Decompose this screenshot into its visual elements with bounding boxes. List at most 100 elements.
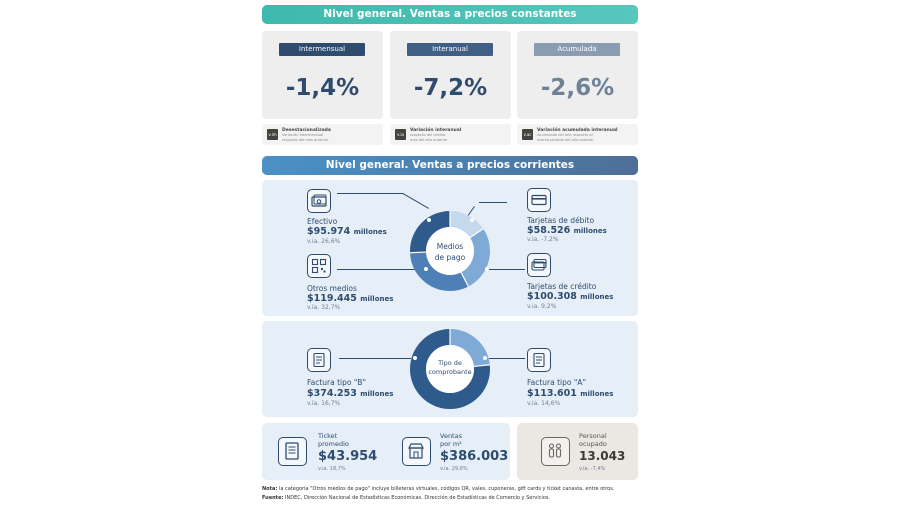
- center-line: Tipo de: [438, 359, 462, 367]
- cash-icon: [307, 189, 331, 213]
- panel-ticket-ventas: Ticket promedio $43.954 v.ia. 18,7% Vent…: [262, 423, 510, 480]
- center-line: Medios: [436, 242, 464, 251]
- kpi-value: -2,6%: [540, 75, 615, 101]
- marker-dot: [470, 218, 474, 222]
- factura-b-amount: $374.253 millones: [307, 388, 394, 399]
- banner-precios-constantes: Nivel general. Ventas a precios constant…: [262, 5, 638, 24]
- ventas-m2-label: Ventas: [440, 432, 462, 440]
- note-line: respecto del mes anterior: [282, 137, 329, 142]
- ventas-m2-label: por m²: [440, 440, 462, 448]
- debito-variation: v.ia. -7,2%: [527, 236, 559, 243]
- debito-label: Tarjetas de débito: [527, 216, 595, 225]
- note-line: respecto del mismo: [410, 133, 446, 137]
- banner-precios-corrientes: Nivel general. Ventas a precios corrient…: [262, 156, 638, 175]
- note-line: Variación intermensual: [282, 133, 324, 137]
- credito-label: Tarjetas de crédito: [527, 282, 597, 291]
- receipt-icon: [278, 437, 307, 466]
- credit-card-icon: [527, 253, 551, 277]
- kpi-acumulada: Acumulada -2,6%: [517, 31, 638, 119]
- invoice-b-icon: [307, 348, 331, 372]
- connector-line: [339, 358, 411, 359]
- note-interanual: v.ia Variación interanual respecto del m…: [390, 124, 511, 145]
- factura-b-variation: v.ia. 16,7%: [307, 400, 341, 407]
- connector-line: [337, 193, 403, 194]
- connector-line: [337, 269, 425, 270]
- note-intermensual: v.im Desestacionalizada Variación interm…: [262, 124, 383, 145]
- tipo-de-comprobante-donut: [410, 329, 490, 409]
- donut-separator: [410, 251, 427, 254]
- kpi-pill: Interanual: [407, 43, 493, 56]
- kpi-pill: Intermensual: [279, 43, 365, 56]
- marker-dot: [483, 356, 487, 360]
- ticket-variation: v.ia. 18,7%: [318, 466, 346, 472]
- marker-dot: [413, 356, 417, 360]
- otros-medios-variation: v.ia. 32,7%: [307, 304, 341, 311]
- marker-dot: [424, 267, 428, 271]
- marker-dot: [485, 267, 489, 271]
- note-line: mes del año anterior: [410, 137, 448, 142]
- donut-center-label: Medios de pago: [425, 241, 475, 263]
- invoice-a-icon: [527, 348, 551, 372]
- note-line: Variación interanual: [410, 128, 462, 133]
- otros-medios-amount: $119.445 millones: [307, 293, 394, 304]
- note-acumulada: v.ac Variación acumulada interanual Acum…: [517, 124, 638, 145]
- marker-dot: [427, 218, 431, 222]
- ventas-m2-amount: $386.003: [440, 449, 509, 464]
- ventas-m2-variation: v.ia. 29,6%: [440, 466, 468, 472]
- note-line: Acumulado del año respecto al: [537, 133, 593, 137]
- variation-icon: v.ia: [395, 129, 406, 140]
- personal-amount: 13.043: [579, 449, 626, 463]
- donut-slice: [410, 211, 490, 291]
- donut-center-label: Tipo de comprobante: [420, 359, 480, 377]
- ticket-label: Ticket: [318, 432, 338, 440]
- panel-tipo-de-comprobante: Tipo de comprobante Factura tipo "B" $37…: [262, 321, 638, 417]
- medios-de-pago-donut: [410, 211, 490, 291]
- people-icon: [541, 437, 570, 466]
- ticket-label: promedio: [318, 440, 349, 448]
- factura-a-variation: v.ia. 14,6%: [527, 400, 561, 407]
- donut-separator: [473, 364, 490, 368]
- center-line: de pago: [434, 253, 466, 262]
- center-line: comprobante: [428, 368, 472, 376]
- footnote-nota: Nota: la categoría "Otros medios de pago…: [262, 486, 615, 492]
- panel-personal-ocupado: Personal ocupado 13.043 v.ia. -7,4%: [517, 423, 638, 480]
- credito-variation: v.ia. 9,2%: [527, 303, 557, 310]
- debit-card-icon: [527, 188, 551, 212]
- variation-icon: v.im: [267, 129, 278, 140]
- credito-amount: $100.308 millones: [527, 291, 614, 302]
- kpi-intermensual: Intermensual -1,4%: [262, 31, 383, 119]
- store-icon: [402, 437, 431, 466]
- variation-icon: v.ac: [522, 129, 533, 140]
- donut-hole: [426, 345, 474, 393]
- efectivo-label: Efectivo: [307, 217, 338, 226]
- factura-a-amount: $113.601 millones: [527, 388, 614, 399]
- note-line: Variación acumulada interanual: [537, 128, 618, 133]
- donut-separator: [460, 272, 469, 287]
- note-line: Desestacionalizada: [282, 128, 331, 133]
- donut-slice: [410, 211, 490, 291]
- connector-line: [489, 269, 525, 270]
- kpi-value: -1,4%: [285, 75, 360, 101]
- factura-b-label: Factura tipo "B": [307, 378, 366, 387]
- personal-label: ocupado: [579, 440, 607, 448]
- donut-hole: [426, 227, 474, 275]
- ticket-amount: $43.954: [318, 449, 378, 464]
- connector-line: [402, 193, 429, 209]
- debito-amount: $58.526 millones: [527, 225, 607, 236]
- factura-a-label: Factura tipo "A": [527, 378, 586, 387]
- kpi-interanual: Interanual -7,2%: [390, 31, 511, 119]
- donut-separator: [469, 228, 484, 239]
- otros-medios-label: Otros medios: [307, 284, 357, 293]
- efectivo-variation: v.ia. 26,6%: [307, 238, 341, 245]
- qr-code-icon: [307, 254, 331, 278]
- personal-label: Personal: [579, 432, 607, 440]
- connector-line: [479, 202, 507, 203]
- note-line: mismo período del año anterior: [537, 137, 594, 142]
- kpi-pill: Acumulada: [534, 43, 620, 56]
- personal-variation: v.ia. -7,4%: [579, 466, 606, 472]
- kpi-value: -7,2%: [413, 75, 488, 101]
- efectivo-amount: $95.974 millones: [307, 226, 387, 237]
- panel-medios-de-pago: Medios de pago Efectivo $95.974 millones…: [262, 180, 638, 316]
- footnote-fuente: Fuente: INDEC, Dirección Nacional de Est…: [262, 495, 551, 501]
- connector-line: [489, 358, 525, 359]
